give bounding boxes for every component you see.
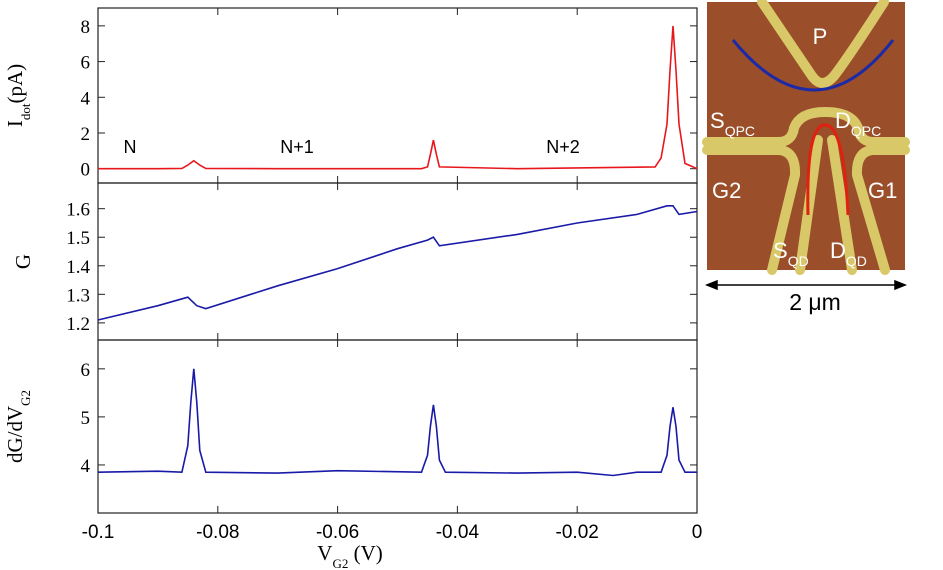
label-text: I xyxy=(3,120,27,127)
y-tick-label: 0 xyxy=(81,160,91,181)
subscript: G2 xyxy=(332,556,348,570)
label-text: P xyxy=(813,24,828,49)
data-line xyxy=(97,205,698,321)
finger-dqd xyxy=(827,135,857,275)
inset-label: DQPC xyxy=(835,108,881,139)
y-axis-label: G xyxy=(11,254,35,269)
y-tick-label: 4 xyxy=(81,88,91,109)
subscript: QPC xyxy=(725,123,755,139)
data-line xyxy=(97,368,697,477)
label-text: G xyxy=(11,254,35,269)
y-tick-label: 1.5 xyxy=(66,228,90,249)
subscript: QPC xyxy=(851,123,881,139)
y-tick-label: 2 xyxy=(81,124,91,145)
subscript: QD xyxy=(788,253,809,269)
subscript: QD xyxy=(846,253,867,269)
y-tick-label: 6 xyxy=(81,53,91,74)
gates xyxy=(702,0,910,275)
gate-g2 xyxy=(702,145,801,275)
y-tick-label: 1.2 xyxy=(66,314,90,335)
label-text: V xyxy=(317,541,332,565)
qd-path xyxy=(806,123,850,216)
scale-label: 2 μm xyxy=(789,289,841,315)
y-tick-label: 5 xyxy=(81,408,91,429)
panel-frame xyxy=(97,7,698,184)
inset-label: SQD xyxy=(773,238,809,269)
panel-frame xyxy=(97,339,698,514)
label-text: G2 xyxy=(712,178,741,203)
label-text: D xyxy=(835,108,851,133)
annotation: N xyxy=(124,137,137,157)
inset-label: DQD xyxy=(830,238,867,269)
x-tick-label: -0.06 xyxy=(316,522,359,543)
y-axis-label: dG/dVG2 xyxy=(3,390,33,463)
y-tick-label: 1.3 xyxy=(66,285,90,306)
annotation: N+1 xyxy=(280,137,314,157)
label-text: (V) xyxy=(348,541,382,565)
inset-label: P xyxy=(813,24,828,49)
subscript: G2 xyxy=(18,390,33,406)
x-tick-label: -0.02 xyxy=(556,522,599,543)
label-text: (pA) xyxy=(3,64,27,104)
x-tick-label: -0.1 xyxy=(82,522,115,543)
y-tick-label: 1.6 xyxy=(66,200,90,221)
arrow-head xyxy=(894,279,908,291)
label-text: dG/dV xyxy=(3,406,27,463)
annotation: N+2 xyxy=(546,137,580,157)
x-tick-label: 0 xyxy=(692,522,703,543)
arrow-head xyxy=(704,279,718,291)
scale-bar xyxy=(704,279,908,291)
x-tick-label: -0.08 xyxy=(196,522,239,543)
y-tick-label: 1.4 xyxy=(66,257,90,278)
inset-label: SQPC xyxy=(710,108,755,139)
gate-arch xyxy=(702,106,910,147)
inset-label: G2 xyxy=(712,178,741,203)
gate-g1 xyxy=(851,145,910,275)
gate-p xyxy=(757,0,889,88)
panel-frame xyxy=(97,182,698,341)
inset-label: G1 xyxy=(868,178,897,203)
x-axis-label: VG2 (V) xyxy=(317,541,382,570)
y-axis-label: Idot(pA) xyxy=(3,64,33,127)
y-tick-label: 4 xyxy=(81,456,91,477)
x-tick-label: -0.04 xyxy=(436,522,480,543)
y-tick-label: 8 xyxy=(81,17,91,38)
data-line xyxy=(98,25,698,170)
label-text: G1 xyxy=(868,178,897,203)
subscript: dot xyxy=(18,103,33,120)
y-tick-label: 6 xyxy=(81,360,91,381)
label-text: S xyxy=(773,238,788,263)
label-text: S xyxy=(710,108,725,133)
label-text: D xyxy=(830,238,846,263)
qpc-arc xyxy=(731,39,895,92)
